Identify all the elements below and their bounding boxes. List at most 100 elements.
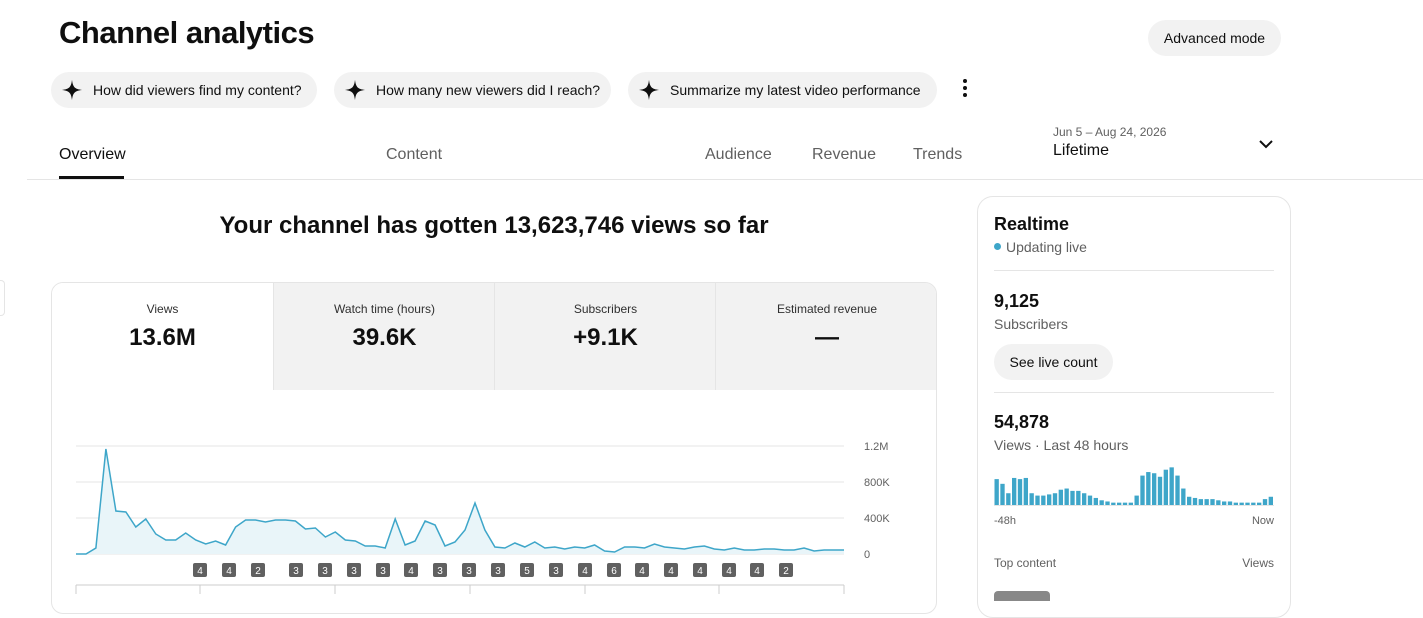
metric-card[interactable]: Estimated revenue —: [715, 283, 936, 390]
bar: [1268, 496, 1273, 505]
suggestion-text: Summarize my latest video performance: [670, 82, 921, 98]
annotation-count: 3: [495, 566, 501, 577]
annotation-badge: [193, 563, 207, 577]
divider: [27, 179, 1423, 180]
metric-value: 39.6K: [352, 324, 417, 351]
bar: [1134, 495, 1139, 505]
annotation-badge: [433, 563, 447, 577]
bar: [1087, 495, 1093, 505]
bar: [1064, 488, 1069, 505]
suggestion-chip[interactable]: How did viewers find my content?: [51, 72, 317, 108]
annotation-count: 3: [380, 566, 386, 577]
see-live-count-button[interactable]: See live count: [994, 344, 1113, 380]
bar: [1239, 502, 1244, 505]
metric-value: +9.1K: [573, 324, 638, 351]
subscriber-label: Subscribers: [994, 316, 1068, 332]
tab[interactable]: Trends: [913, 146, 963, 163]
line: [76, 448, 844, 555]
bar: [1012, 477, 1017, 505]
views-count: 54,878: [994, 412, 1050, 432]
bar: [1128, 502, 1133, 505]
y-tick-label: 1.2M: [864, 441, 888, 453]
bar: [1076, 490, 1081, 505]
advanced-mode-button[interactable]: Advanced mode: [1148, 20, 1281, 56]
bar: [1198, 499, 1203, 505]
metric-label: Estimated revenue: [776, 302, 878, 316]
bar: [1157, 476, 1163, 505]
annotation-count: 4: [197, 566, 203, 577]
bar: [1216, 500, 1221, 505]
bar: [1251, 502, 1256, 505]
y-tick-label: 800K: [864, 477, 890, 489]
annotation-badge: [520, 563, 534, 577]
bar: [1262, 499, 1268, 505]
divider: [994, 270, 1274, 271]
tab[interactable]: Overview: [59, 146, 126, 163]
realtime-title: Realtime: [994, 214, 1070, 234]
annotation-count: 3: [437, 566, 443, 577]
bar: [1175, 475, 1180, 505]
live-status: Updating live: [1006, 239, 1087, 255]
more-menu[interactable]: [955, 78, 975, 98]
metric-label: Subscribers: [573, 302, 638, 316]
metric-card[interactable]: Subscribers +9.1K: [494, 283, 716, 390]
bar: [1105, 501, 1110, 505]
headline: Your channel has gotten 13,623,746 views…: [219, 212, 769, 239]
metric-label: Views: [146, 302, 179, 316]
tab[interactable]: Audience: [705, 146, 772, 163]
metrics-panel: Views 13.6M Watch time (hours) 39.6K Subsc…: [51, 282, 937, 614]
annotation-badge: [347, 563, 361, 577]
annotation-count: 4: [408, 566, 414, 577]
bar: [994, 479, 999, 505]
tab[interactable]: Revenue: [812, 146, 877, 163]
suggestion-chip[interactable]: Summarize my latest video performance: [628, 72, 937, 108]
annotation-count: 4: [697, 566, 703, 577]
bar: [1099, 500, 1104, 505]
date-range[interactable]: Jun 5 – Aug 24, 2026: [1053, 125, 1167, 139]
bar: [1192, 497, 1198, 505]
chart-layer: 0 400K 800K 1.2M 4 4 2 3 3 3 3 4 3 3 3 5 3 4 6 4 4 4 4 4 2: [75, 441, 1274, 594]
bar: [1187, 496, 1192, 505]
annotation-badge: [549, 563, 563, 577]
bar: [1000, 483, 1005, 505]
annotation-count: 4: [226, 566, 232, 577]
bar: [1017, 479, 1023, 505]
suggestion-text: How many new viewers did I reach?: [376, 82, 601, 98]
subscriber-count: 9,125: [994, 291, 1040, 311]
bar: [1122, 502, 1128, 505]
annotation-count: 6: [611, 566, 617, 577]
annotation-badge: [722, 563, 736, 577]
metric-card[interactable]: Views 13.6M: [52, 283, 273, 390]
sparkle-icon: [61, 79, 83, 101]
bar: [1041, 495, 1046, 505]
annotation-badge: [750, 563, 764, 577]
bar: [1163, 469, 1168, 505]
page-title: Channel analytics: [59, 15, 315, 50]
bar: [1152, 473, 1157, 505]
bar: [1047, 494, 1052, 505]
y-tick-label: 0: [864, 549, 870, 561]
divider: [994, 392, 1274, 393]
live-dot: [994, 243, 1001, 250]
bar: [1093, 497, 1098, 505]
annotation-badge: [318, 563, 332, 577]
bar: [1233, 502, 1238, 505]
metric-value: 13.6M: [129, 324, 196, 351]
date-period[interactable]: Lifetime: [1053, 142, 1110, 159]
metric-card[interactable]: Watch time (hours) 39.6K: [273, 283, 495, 390]
bar: [1023, 477, 1028, 505]
bar: [1181, 488, 1186, 505]
bar: [1082, 493, 1087, 505]
annotation-badge: [578, 563, 592, 577]
annotation-badge: [635, 563, 649, 577]
top-content-label: Top content: [994, 556, 1057, 570]
suggestion-chip[interactable]: How many new viewers did I reach?: [334, 72, 611, 108]
y-tick-label: 400K: [864, 513, 890, 525]
metric-value: —: [815, 324, 839, 351]
top-content-column: Views: [1242, 556, 1274, 570]
side-handle: [0, 280, 5, 316]
dropdown-chevron[interactable]: [1256, 134, 1276, 154]
bar: [1035, 495, 1040, 505]
tab[interactable]: Content: [386, 146, 443, 163]
annotation-badge: [222, 563, 236, 577]
